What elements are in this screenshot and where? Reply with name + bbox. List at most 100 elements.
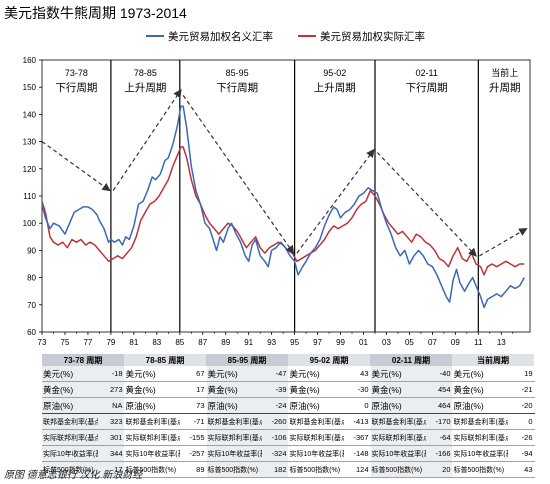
table-row-label: 标普500指数(%) (206, 461, 262, 478)
table-row-label: 实际10年收益率(基点) (288, 445, 344, 462)
series-line (41, 146, 525, 276)
trend-arrow (296, 148, 375, 254)
x-tick-label: 11 (474, 338, 483, 347)
table-cell-value: NA (98, 397, 125, 414)
x-tick-label: 97 (313, 338, 322, 347)
table-cell-value: 323 (98, 413, 125, 430)
chart-title: 美元指数牛熊周期 1973-2014 (4, 5, 187, 21)
table-row-label: 美元(%) (206, 366, 262, 382)
table-cell-value: 124 (344, 461, 371, 478)
table-cell-value: -155 (180, 429, 207, 446)
table-row-label: 美元(%) (124, 366, 180, 382)
y-tick-label: 100 (23, 219, 37, 228)
table-row-label: 实际10年收益率(基点) (206, 445, 262, 462)
table-cell-value: -257 (180, 445, 207, 462)
table-row-label: 美元(%) (452, 366, 508, 382)
dollar-index-chart: 60 70 80 90 100 110 120 130 140 150 160 73 75 77 79 81 8… (23, 30, 531, 347)
table-header-cell: 85-95 周期 (206, 354, 288, 366)
x-tick-label: 03 (382, 338, 391, 347)
series-layer (41, 105, 525, 309)
table-row-label: 实际10年收益率(基点) (42, 445, 98, 462)
table-row-label: 联邦基金利率(基点) (124, 413, 180, 430)
table-cell-value: 182 (262, 461, 289, 478)
table-header-cell: 02-11 周期 (370, 354, 452, 366)
table-cell-value: 0 (344, 397, 371, 414)
table-row: 实际联邦利率(基点)301实际联邦利率(基点)-155实际联邦利率(基点)-10… (42, 429, 535, 446)
cycle-direction-label: 下行周期 (55, 81, 97, 94)
table-cell-value: 273 (98, 381, 125, 398)
table-cell-value: -106 (262, 429, 289, 446)
table-cell-value: 464 (426, 397, 453, 414)
cycle-period-label: 95-02 (323, 68, 346, 78)
table-cell-value: -24 (262, 397, 289, 414)
x-tick-label: 13 (497, 338, 506, 347)
table-cell-value: -367 (344, 429, 371, 446)
table-row: 标普500指数(%) 17 标普500指数(%) 89 标普500指数(%) 182 标普5… (42, 461, 535, 478)
table-header-row: 73-78 周期 78-85 周期 85-95 周期 95-02 周期 02-11 周期… (42, 354, 534, 366)
table-cell-value: 43 (508, 461, 535, 478)
cycle-period-label: 78-85 (134, 68, 157, 78)
cycle-labels: 73-78 下行周期 78-85 上升周期 85-95 下行周期 95-02 上升周期 02-1… (55, 67, 520, 94)
table-cell-value: 301 (98, 429, 125, 446)
table-row-label: 实际联邦利率(基点) (452, 429, 508, 446)
table-row: 原油(%) NA 原油(%) 73 原油(%) -24 原油(%) 0 原油(%) 464 原油(%… (42, 397, 535, 414)
table-cell-value: -413 (344, 413, 371, 430)
trend-arrow (182, 95, 295, 255)
y-tick-label: 120 (23, 165, 37, 174)
trend-arrow (112, 88, 182, 191)
table-row-label: 标普500指数(%) (124, 461, 180, 478)
table-row-label: 实际联邦利率(基点) (370, 429, 426, 446)
y-tick-label: 90 (27, 246, 36, 255)
table-cell-value: 454 (426, 381, 453, 398)
table-cell-value: 19 (508, 366, 535, 382)
table-row-label: 联邦基金利率(基点) (370, 413, 426, 430)
x-tick-label: 77 (83, 338, 92, 347)
y-tick-label: 160 (23, 56, 37, 65)
table-row-label: 黄金(%) (124, 381, 180, 398)
table-cell-value: -20 (508, 397, 535, 414)
cycle-direction-label: 上升周期 (124, 82, 166, 94)
table-row-label: 黄金(%) (42, 381, 98, 398)
table-row-label: 实际联邦利率(基点) (206, 429, 262, 446)
table-cell-value: -21 (508, 381, 535, 398)
table-cell-value: 344 (98, 445, 125, 462)
cycle-period-label: 当前上 (491, 67, 518, 78)
x-tick-label: 05 (405, 338, 414, 347)
table-header-cell: 95-02 周期 (288, 354, 370, 366)
y-tick-label: 140 (23, 110, 37, 119)
table-row-label: 联邦基金利率(基点) (452, 413, 508, 430)
table-row-label: 美元(%) (288, 366, 344, 382)
table-row-label: 原油(%) (288, 397, 344, 414)
table-row-label: 实际10年收益率(基点) (124, 445, 180, 462)
x-tick-label: 93 (267, 338, 276, 347)
x-tick-label: 81 (129, 338, 138, 347)
table-cell-value: -30 (344, 381, 371, 398)
table-row-label: 标普500指数(%) (370, 461, 426, 478)
cycle-period-label: 85-95 (226, 68, 249, 78)
table-row-label: 标普500指数(%) (42, 461, 98, 478)
table-header-cell: 73-78 周期 (42, 354, 124, 366)
trend-arrow (41, 141, 111, 192)
table-row: 实际10年收益率(基点)344实际10年收益率(基点)-257实际10年收益率(… (42, 445, 535, 462)
x-tick-label: 91 (244, 338, 253, 347)
table-cell-value: -71 (180, 413, 207, 430)
table-row-label: 黄金(%) (288, 381, 344, 398)
table-cell-value: 73 (180, 397, 207, 414)
table-cell-value: 67 (180, 366, 207, 382)
table-cell-value: 0 (508, 413, 535, 430)
table-cell-value: -260 (262, 413, 289, 430)
y-tick-label: 80 (27, 274, 36, 283)
table-cell-value: 17 (180, 381, 207, 398)
table-row-label: 美元(%) (42, 366, 98, 382)
table-row-label: 实际联邦利率(基点) (124, 429, 180, 446)
table-header-cell: 当前周期 (452, 354, 534, 366)
table-cell-value: -170 (426, 413, 453, 430)
y-tick-label: 110 (23, 192, 36, 201)
x-tick-label: 73 (38, 338, 47, 347)
x-tick-label: 75 (61, 338, 70, 347)
table-row-label: 联邦基金利率(基点) (42, 413, 98, 430)
table-row-label: 黄金(%) (206, 381, 262, 398)
x-tick-label: 09 (451, 338, 460, 347)
table-row-label: 实际10年收益率(基点) (370, 445, 426, 462)
y-tick-label: 70 (27, 301, 36, 310)
